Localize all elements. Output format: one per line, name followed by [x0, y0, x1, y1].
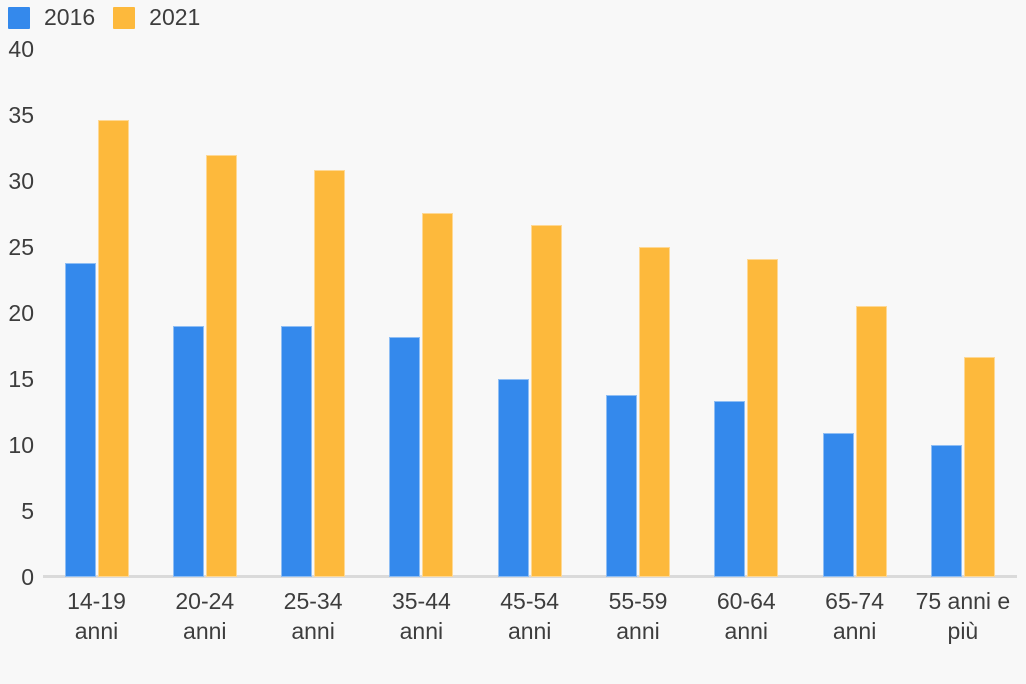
bar-2021-25-34-anni: [314, 170, 346, 577]
bar-2016-35-44-anni: [389, 336, 421, 577]
y-tick-label: 25: [8, 234, 34, 260]
legend-swatch-2021: [113, 6, 136, 29]
bar-2016-25-34-anni: [281, 326, 313, 577]
legend: 2016 2021: [8, 6, 218, 29]
x-category-label: 35-44 anni: [391, 588, 451, 644]
bar-2021-55-59-anni: [639, 247, 670, 577]
x-category-label: 60-64 anni: [716, 588, 776, 644]
bar-2021-45-54-anni: [530, 224, 562, 577]
x-category-label: 65-74 anni: [825, 588, 884, 644]
y-tick-label: 40: [8, 36, 34, 62]
x-axis-line: [43, 575, 1017, 578]
legend-label-2021: 2021: [149, 4, 201, 30]
legend-swatch-2016: [8, 6, 30, 29]
y-tick-label: 20: [8, 300, 34, 326]
legend-item-2016: 2016: [8, 6, 95, 29]
bar-2021-35-44-anni: [422, 212, 454, 577]
bar-2016-75-anni-e-più: [930, 445, 962, 577]
bar-2016-20-24-anni: [172, 326, 204, 577]
y-tick-label: 5: [21, 498, 34, 524]
bar-2016-60-64-anni: [714, 401, 746, 577]
bar-2016-65-74-anni: [822, 433, 854, 577]
bar-2016-14-19-anni: [64, 262, 96, 577]
x-category-label: 25-34 anni: [283, 588, 343, 644]
bar-2016-45-54-anni: [497, 379, 529, 577]
bar-2021-14-19-anni: [97, 120, 129, 577]
y-tick-label: 15: [8, 366, 34, 392]
bar-2021-75-anni-e-più: [963, 356, 995, 577]
x-category-label: 14-19 anni: [67, 588, 126, 644]
x-category-label: 45-54 anni: [500, 588, 560, 644]
bar-2021-20-24-anni: [205, 154, 237, 577]
legend-item-2021: 2021: [113, 6, 200, 29]
legend-label-2016: 2016: [44, 4, 96, 30]
y-tick-label: 35: [8, 102, 34, 128]
bar-2016-55-59-anni: [606, 394, 637, 577]
y-tick-label: 10: [8, 432, 34, 458]
y-tick-label: 30: [8, 168, 34, 194]
x-category-label: 55-59 anni: [608, 588, 668, 644]
bar-2021-65-74-anni: [855, 306, 887, 577]
bar-2021-60-64-anni: [747, 258, 779, 577]
y-tick-label: 0: [21, 564, 34, 590]
x-category-label: 20-24 anni: [175, 588, 235, 644]
x-category-label: 75 anni e più: [915, 588, 1011, 644]
